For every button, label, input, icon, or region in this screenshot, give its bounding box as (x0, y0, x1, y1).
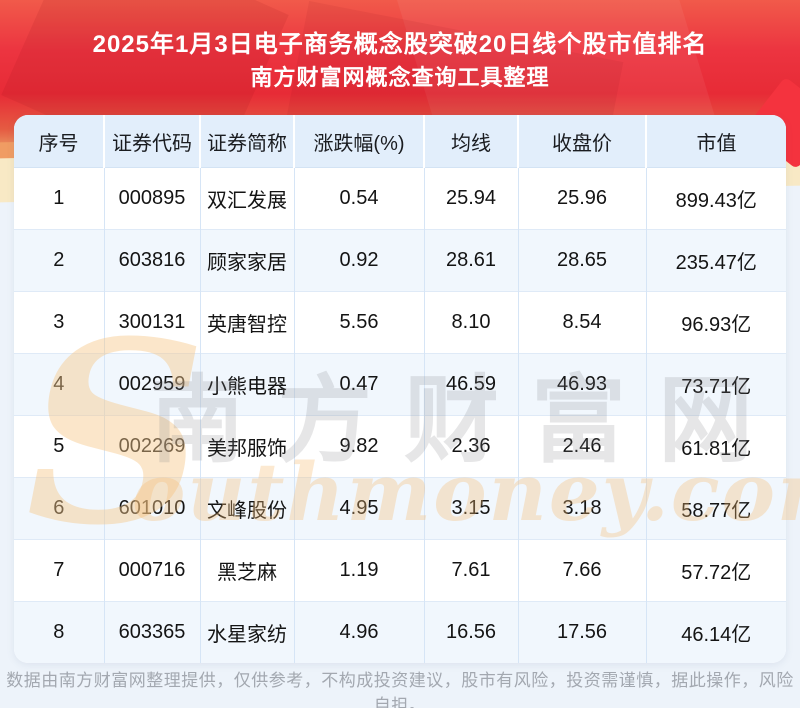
column-header: 序号 (14, 115, 105, 168)
table-cell: 28.65 (518, 229, 647, 292)
table-row: 1 000895 双汇发展 0.54 25.94 25.96 899.43亿 (14, 167, 786, 230)
table-cell: 46.14亿 (646, 601, 786, 663)
table-cell: 3.15 (424, 477, 519, 540)
table-cell: 8.54 (518, 291, 647, 354)
table-cell: 4 (14, 353, 105, 416)
stock-table: 序号 证券代码 证券简称 涨跌幅(%) 均线 收盘价 市值 1 000895 双汇发展 0.54 2… (14, 115, 786, 663)
table-cell: 57.72亿 (646, 539, 786, 602)
table-cell: 235.47亿 (646, 229, 786, 292)
table-cell: 16.56 (424, 601, 519, 663)
table-cell: 2.36 (424, 415, 519, 478)
table-cell: 61.81亿 (646, 415, 786, 478)
table-cell: 58.77亿 (646, 477, 786, 540)
table-cell: 46.59 (424, 353, 519, 416)
table-cell: 7.66 (518, 539, 647, 602)
table-cell: 7 (14, 539, 105, 602)
table-cell: 0.54 (294, 167, 425, 230)
table-cell: 46.93 (518, 353, 647, 416)
column-header: 市值 (646, 115, 786, 168)
table-cell: 002959 (104, 353, 201, 416)
table-cell: 899.43亿 (646, 167, 786, 230)
table-cell: 17.56 (518, 601, 647, 663)
table-cell: 1.19 (294, 539, 425, 602)
table-cell: 0.47 (294, 353, 425, 416)
table-row: 4 002959 小熊电器 0.47 46.59 46.93 73.71亿 (14, 353, 786, 416)
column-header: 证券简称 (200, 115, 295, 168)
table-body: 1 000895 双汇发展 0.54 25.94 25.96 899.43亿 2 603816 顾… (14, 167, 786, 663)
column-header: 证券代码 (104, 115, 201, 168)
table-row: 2 603816 顾家家居 0.92 28.61 28.65 235.47亿 (14, 229, 786, 292)
table-cell: 25.94 (424, 167, 519, 230)
table-cell: 4.95 (294, 477, 425, 540)
table-cell: 美邦服饰 (200, 415, 295, 478)
table-cell: 002269 (104, 415, 201, 478)
table-cell: 顾家家居 (200, 229, 295, 292)
table-header-row: 序号 证券代码 证券简称 涨跌幅(%) 均线 收盘价 市值 (14, 115, 786, 168)
table-cell: 000716 (104, 539, 201, 602)
table-cell: 5 (14, 415, 105, 478)
table-cell: 6 (14, 477, 105, 540)
table-cell: 2 (14, 229, 105, 292)
table-row: 3 300131 英唐智控 5.56 8.10 8.54 96.93亿 (14, 291, 786, 354)
column-header: 收盘价 (518, 115, 647, 168)
table-cell: 1 (14, 167, 105, 230)
table-cell: 28.61 (424, 229, 519, 292)
table-cell: 603816 (104, 229, 201, 292)
table-cell: 25.96 (518, 167, 647, 230)
table-cell: 文峰股份 (200, 477, 295, 540)
column-header: 涨跌幅(%) (294, 115, 425, 168)
table-cell: 9.82 (294, 415, 425, 478)
table-cell: 73.71亿 (646, 353, 786, 416)
table-row: 7 000716 黑芝麻 1.19 7.61 7.66 57.72亿 (14, 539, 786, 602)
disclaimer-text: 数据由南方财富网整理提供，仅供参考，不构成投资建议，股市有风险，投资需谨慎，据此… (6, 671, 794, 708)
table-cell: 小熊电器 (200, 353, 295, 416)
table-cell: 4.96 (294, 601, 425, 663)
table-cell: 英唐智控 (200, 291, 295, 354)
table-cell: 7.61 (424, 539, 519, 602)
table-cell: 8 (14, 601, 105, 663)
table-cell: 0.92 (294, 229, 425, 292)
table-cell: 601010 (104, 477, 201, 540)
page-title: 2025年1月3日电子商务概念股突破20日线个股市值排名 (92, 31, 708, 58)
table-row: 5 002269 美邦服饰 9.82 2.36 2.46 61.81亿 (14, 415, 786, 478)
table-cell: 300131 (104, 291, 201, 354)
table-cell: 3 (14, 291, 105, 354)
table-cell: 双汇发展 (200, 167, 295, 230)
column-header: 均线 (424, 115, 519, 168)
table-cell: 黑芝麻 (200, 539, 295, 602)
table-cell: 8.10 (424, 291, 519, 354)
table-cell: 3.18 (518, 477, 647, 540)
table-row: 8 603365 水星家纺 4.96 16.56 17.56 46.14亿 (14, 601, 786, 663)
table-cell: 5.56 (294, 291, 425, 354)
stock-table-card: 序号 证券代码 证券简称 涨跌幅(%) 均线 收盘价 市值 1 000895 双汇发展 0.54 2… (14, 115, 786, 663)
table-row: 6 601010 文峰股份 4.95 3.15 3.18 58.77亿 (14, 477, 786, 540)
page-subtitle: 南方财富网概念查询工具整理 (250, 65, 550, 90)
table-cell: 水星家纺 (200, 601, 295, 663)
table-cell: 96.93亿 (646, 291, 786, 354)
table-cell: 2.46 (518, 415, 647, 478)
table-cell: 603365 (104, 601, 201, 663)
table-cell: 000895 (104, 167, 201, 230)
